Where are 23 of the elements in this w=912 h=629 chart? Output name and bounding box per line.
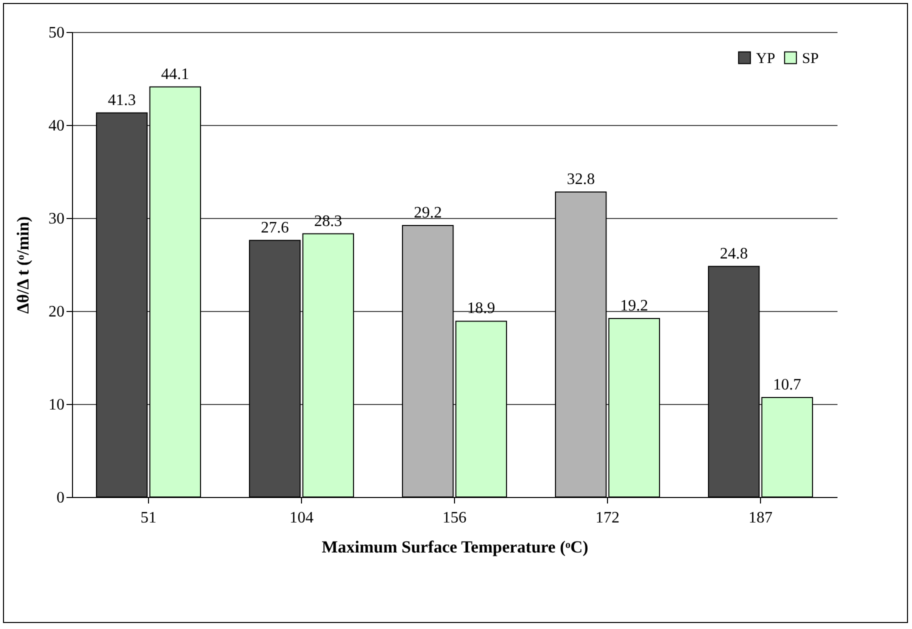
legend-label: SP: [802, 50, 819, 67]
data-label: 19.2: [620, 297, 648, 314]
data-label: 29.2: [414, 204, 442, 222]
data-label: 41.3: [108, 92, 136, 109]
x-tick-label: 51: [140, 510, 156, 526]
data-label: 10.7: [773, 376, 802, 394]
x-tick-label: 187: [748, 510, 772, 526]
y-tick-label: 40: [48, 118, 64, 134]
x-tick-label: 104: [290, 510, 314, 526]
y-axis-title: Δθ/Δ t (ᵒ/min): [14, 216, 32, 314]
x-tick-label: 156: [442, 510, 466, 526]
y-tick-label: 30: [48, 210, 64, 228]
y-tick-label: 10: [48, 396, 64, 414]
y-tick-label: 50: [48, 24, 64, 42]
x-axis-title: Maximum Surface Temperature (ᵒC): [322, 538, 588, 556]
y-tick-label: 20: [48, 304, 64, 320]
data-label: 32.8: [566, 170, 595, 188]
y-tick-label: 0: [56, 490, 64, 506]
data-label: 44.1: [161, 66, 190, 83]
x-tick-label: 172: [596, 510, 620, 526]
data-label: 24.8: [720, 245, 748, 262]
legend-label: YP: [756, 50, 776, 67]
data-label: 27.6: [260, 219, 289, 236]
